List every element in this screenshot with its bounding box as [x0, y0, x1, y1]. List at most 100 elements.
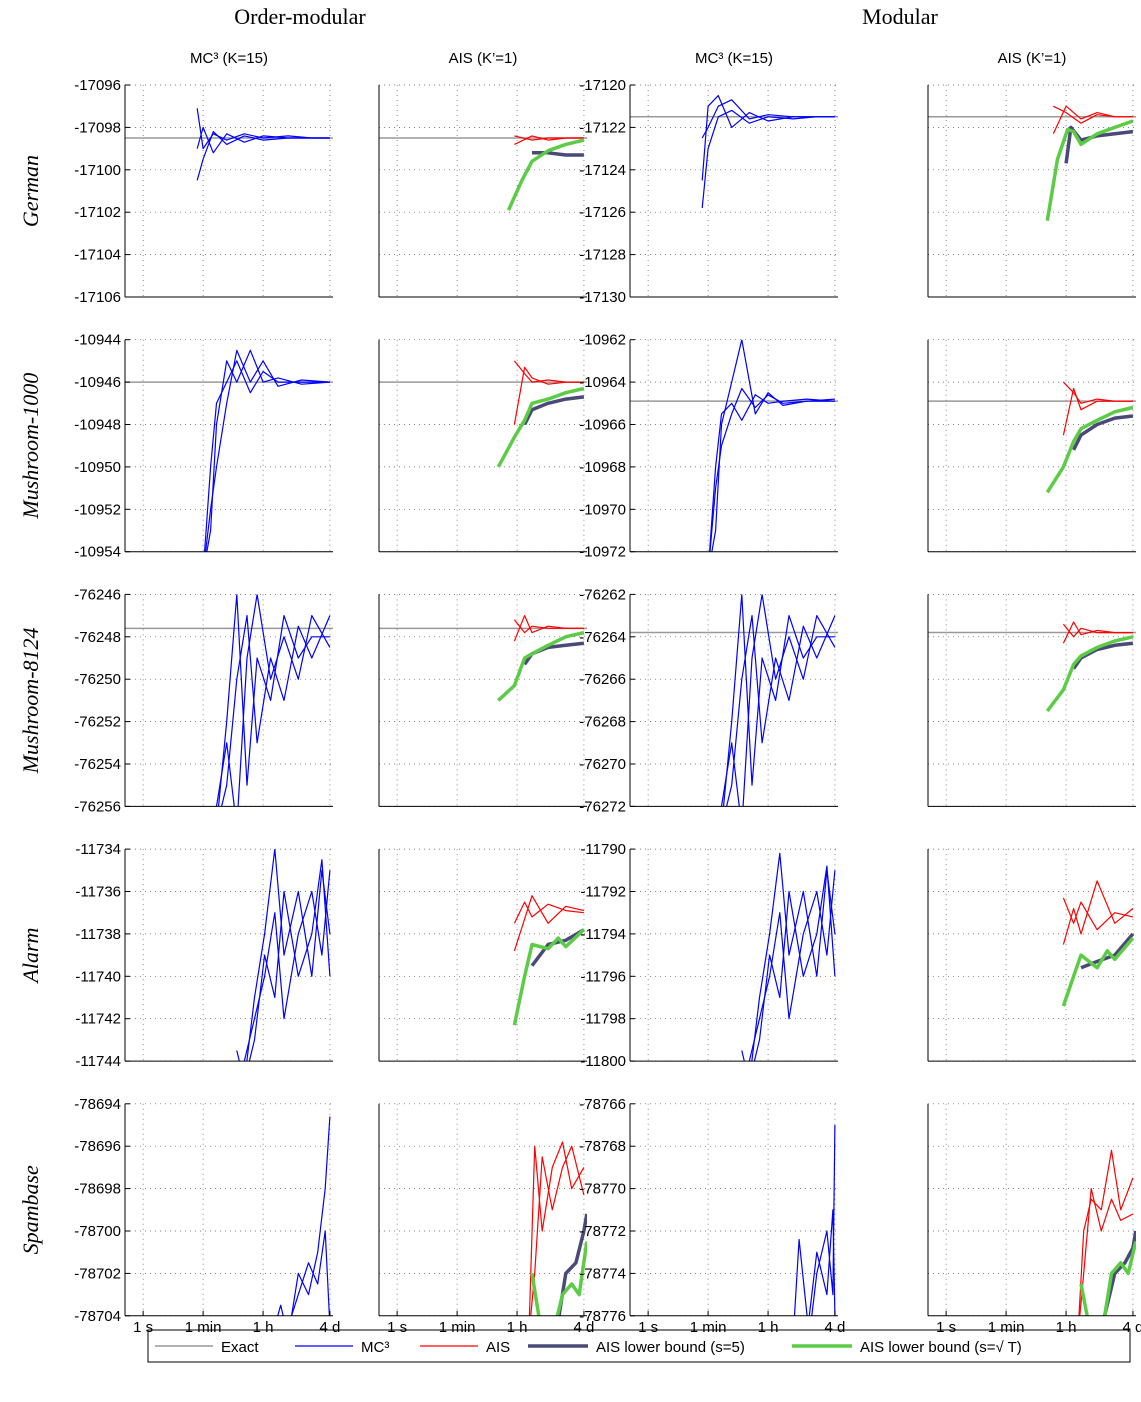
y-tick-label: -78772: [579, 1223, 626, 1240]
plot-area: [528, 1141, 587, 1316]
y-tick-label: -11744: [75, 1053, 121, 1070]
x-tick-label: 1 h: [1056, 1319, 1077, 1336]
series-line: [748, 870, 836, 1062]
x-tick-label: 1 h: [507, 1319, 528, 1336]
row-label: Mushroom-8124: [18, 627, 43, 774]
series-line: [220, 614, 331, 807]
series-line: [1102, 1230, 1136, 1316]
plot-area: [1078, 1149, 1136, 1316]
y-tick-label: -76268: [579, 714, 626, 731]
x-tick-label: 1 h: [758, 1319, 779, 1336]
y-tick-label: -10966: [579, 417, 626, 434]
y-tick-label: -76262: [579, 586, 626, 603]
plot-area: [928, 105, 1136, 221]
series-line: [1072, 641, 1134, 670]
y-tick-label: -17106: [74, 289, 121, 306]
series-line: [215, 594, 331, 807]
series-line: [196, 126, 330, 154]
y-tick-label: -10950: [74, 459, 121, 476]
plot-area: [379, 360, 587, 468]
y-tick-label: -78696: [74, 1138, 121, 1155]
plot-area: [741, 852, 836, 1062]
y-tick-label: -10944: [74, 332, 121, 349]
series-line: [512, 928, 586, 1026]
series-line: [1062, 880, 1134, 945]
series-line: [506, 138, 585, 211]
x-tick-label: 1 min: [185, 1319, 222, 1336]
series-line: [206, 349, 330, 552]
series-line: [720, 594, 836, 807]
y-tick-label: -78704: [74, 1308, 121, 1325]
y-tick-label: -17124: [579, 162, 626, 179]
series-line: [290, 1230, 330, 1316]
y-tick-label: -78700: [74, 1223, 121, 1240]
y-tick-label: -10946: [74, 374, 121, 391]
series-line: [1061, 936, 1135, 1007]
y-tick-label: -17120: [579, 77, 626, 94]
x-tick-label: 1 h: [253, 1319, 274, 1336]
row-label: Alarm: [18, 928, 43, 985]
legend-label: AIS lower bound (s=5): [596, 1339, 745, 1356]
series-line: [1062, 621, 1133, 644]
panel-title: AIS (K’=1): [449, 50, 518, 67]
plot-area: [928, 621, 1136, 713]
y-tick-label: -76270: [579, 756, 626, 773]
series-line: [530, 1145, 585, 1316]
legend-label: AIS: [486, 1339, 510, 1356]
y-tick-label: -11800: [580, 1053, 626, 1070]
panel-title: MC³ (K=15): [190, 50, 268, 67]
x-tick-label: 1 s: [936, 1319, 956, 1336]
series-line: [530, 928, 585, 967]
y-tick-label: -76264: [579, 629, 626, 646]
plot-area: [277, 1116, 331, 1316]
y-tick-label: -10948: [74, 417, 121, 434]
series-line: [708, 394, 835, 552]
row-label: Mushroom-1000: [18, 373, 43, 520]
x-tick-label: 4 d: [320, 1319, 341, 1336]
y-tick-label: -76272: [579, 798, 626, 815]
x-tick-label: 4 d: [1123, 1319, 1141, 1336]
y-tick-label: -11742: [75, 1011, 121, 1028]
series-line: [530, 1241, 587, 1316]
series-line: [711, 339, 835, 552]
series-line: [1062, 381, 1133, 404]
y-tick-label: -76246: [74, 586, 121, 603]
series-line: [1062, 387, 1133, 436]
y-tick-label: -78770: [579, 1181, 626, 1198]
series-line: [753, 865, 836, 1062]
series-line: [528, 1141, 585, 1316]
y-tick-label: -17128: [579, 247, 626, 264]
x-tick-label: 1 min: [988, 1319, 1025, 1336]
series-line: [523, 641, 585, 666]
y-tick-label: -76256: [74, 798, 121, 815]
series-line: [741, 852, 836, 1062]
y-tick-label: -10970: [579, 501, 626, 518]
x-tick-label: 4 d: [825, 1319, 846, 1336]
x-tick-label: 4 d: [574, 1319, 595, 1336]
series-line: [196, 108, 330, 150]
series-line: [497, 630, 585, 702]
y-tick-label: -10952: [74, 501, 121, 518]
legend-label: MC³: [361, 1339, 389, 1356]
series-line: [277, 1116, 331, 1316]
x-tick-label: 1 s: [133, 1319, 153, 1336]
plot-area: [1061, 880, 1135, 1007]
series-line: [523, 395, 585, 426]
y-tick-label: -17096: [74, 77, 121, 94]
series-line: [1079, 1187, 1134, 1316]
series-line: [513, 360, 584, 383]
y-tick-label: -78768: [579, 1138, 626, 1155]
series-line: [248, 859, 331, 1062]
y-tick-label: -78774: [579, 1265, 626, 1282]
plot-area: [379, 135, 587, 211]
series-line: [532, 151, 584, 157]
y-tick-label: -17122: [579, 119, 626, 136]
plot-area: [125, 108, 333, 181]
x-tick-label: 1 min: [690, 1319, 727, 1336]
y-tick-label: -17104: [74, 247, 121, 264]
y-tick-label: -11736: [75, 884, 121, 901]
plot-area: [793, 1124, 836, 1316]
series-line: [1045, 405, 1134, 494]
